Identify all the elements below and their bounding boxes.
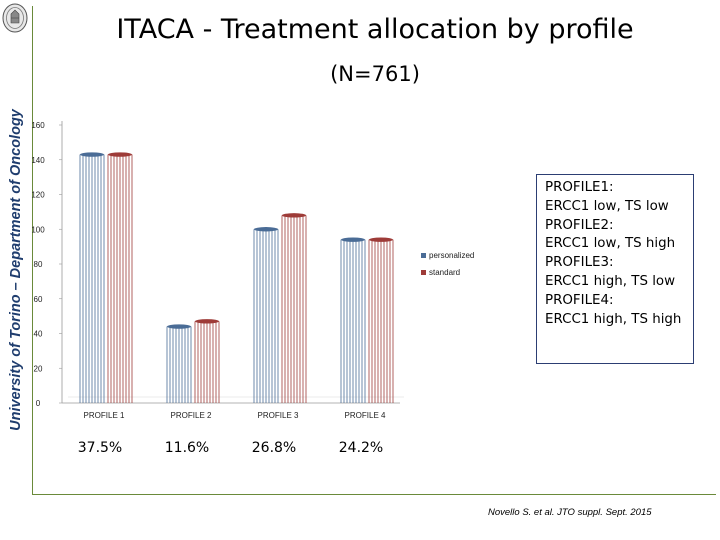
y-tick-label: 140 <box>31 156 45 165</box>
slide-subtitle: (N=761) <box>330 62 420 86</box>
y-tick-label: 20 <box>34 364 43 373</box>
sidebar: University of Torino – Department of Onc… <box>0 0 30 496</box>
category-percentage-label: 24.2% <box>339 440 383 456</box>
category-percentage-label: 11.6% <box>165 440 209 456</box>
bar <box>194 319 220 403</box>
x-tick-label: PROFILE 2 <box>171 411 212 420</box>
profile-heading: PROFILE2: <box>545 217 614 233</box>
bar <box>253 227 279 403</box>
profile-detail: ERCC1 low, TS low <box>545 198 669 214</box>
bar <box>281 213 307 403</box>
x-tick-label: PROFILE 3 <box>258 411 299 420</box>
y-tick-label: 120 <box>31 191 45 200</box>
x-tick-label: PROFILE 4 <box>345 411 386 420</box>
y-tick-label: 160 <box>31 121 45 130</box>
profile-definition-1: PROFILE1: ERCC1 low, TS low <box>545 179 689 217</box>
profile-heading: PROFILE4: <box>545 292 614 308</box>
profile-detail: ERCC1 high, TS low <box>545 273 676 289</box>
slide-title: ITACA - Treatment allocation by profile <box>116 14 634 45</box>
profile-heading: PROFILE1: <box>545 180 614 195</box>
profile-definition-3: PROFILE3: ERCC1 high, TS low <box>545 254 689 292</box>
y-tick-label: 40 <box>34 330 43 339</box>
bar <box>107 152 133 403</box>
y-tick-label: 80 <box>34 260 43 269</box>
profile-definition-4: PROFILE4: ERCC1 high, TS high <box>545 292 689 330</box>
y-tick-label: 0 <box>36 399 41 408</box>
bar <box>166 324 192 403</box>
bar <box>368 237 394 403</box>
profile-definition-2: PROFILE2: ERCC1 low, TS high <box>545 217 689 255</box>
legend-swatch <box>421 253 426 258</box>
legend-label: personalized <box>429 251 474 260</box>
y-tick-label: 60 <box>34 295 43 304</box>
bar <box>340 237 366 403</box>
profile-definitions-box: PROFILE1: ERCC1 low, TS low PROFILE2: ER… <box>536 174 694 364</box>
profile-detail: ERCC1 high, TS high <box>545 311 682 327</box>
source-citation: Novello S. et al. JTO suppl. Sept. 2015 <box>488 507 652 518</box>
category-percentage-label: 37.5% <box>78 440 122 456</box>
y-tick-label: 100 <box>31 225 45 234</box>
slide-frame <box>32 6 716 495</box>
profile-heading: PROFILE3: <box>545 255 614 271</box>
university-seal-icon <box>2 3 28 33</box>
x-tick-label: PROFILE 1 <box>84 411 125 420</box>
legend-swatch <box>421 270 426 275</box>
bar <box>79 152 105 403</box>
category-percentage-label: 26.8% <box>252 440 296 456</box>
legend-label: standard <box>429 268 460 277</box>
profile-detail: ERCC1 low, TS high <box>545 236 676 252</box>
